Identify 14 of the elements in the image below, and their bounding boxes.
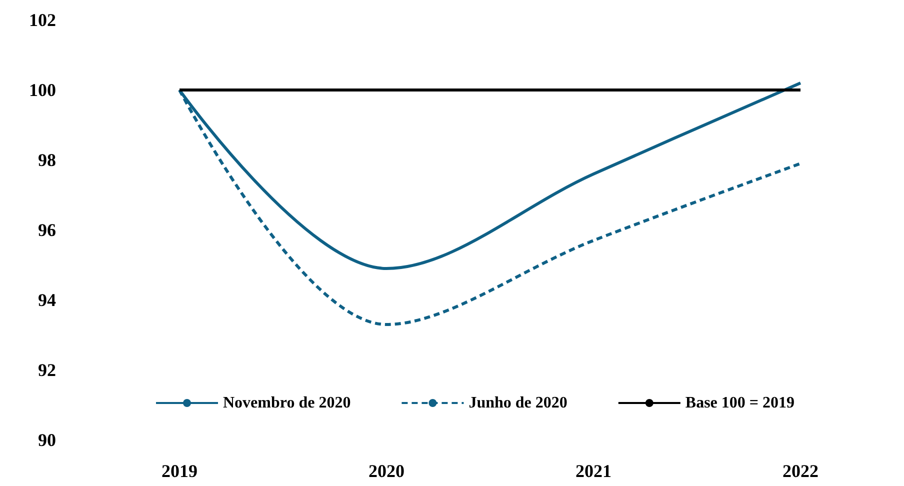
legend-label: Junho de 2020 (468, 394, 568, 412)
x-tick-label: 2020 (368, 461, 404, 481)
x-tick-label: 2021 (576, 461, 612, 481)
x-tick-label: 2022 (782, 461, 818, 481)
legend-label: Base 100 = 2019 (685, 394, 795, 412)
y-tick-label: 92 (38, 360, 56, 380)
y-tick-label: 96 (38, 220, 56, 240)
y-tick-label: 90 (38, 430, 56, 450)
y-tick-label: 98 (38, 150, 56, 170)
y-tick-label: 100 (29, 80, 56, 100)
y-tick-label: 102 (29, 10, 56, 30)
legend-label: Novembro de 2020 (223, 394, 351, 412)
y-tick-label: 94 (38, 290, 56, 310)
x-tick-label: 2019 (162, 461, 198, 481)
